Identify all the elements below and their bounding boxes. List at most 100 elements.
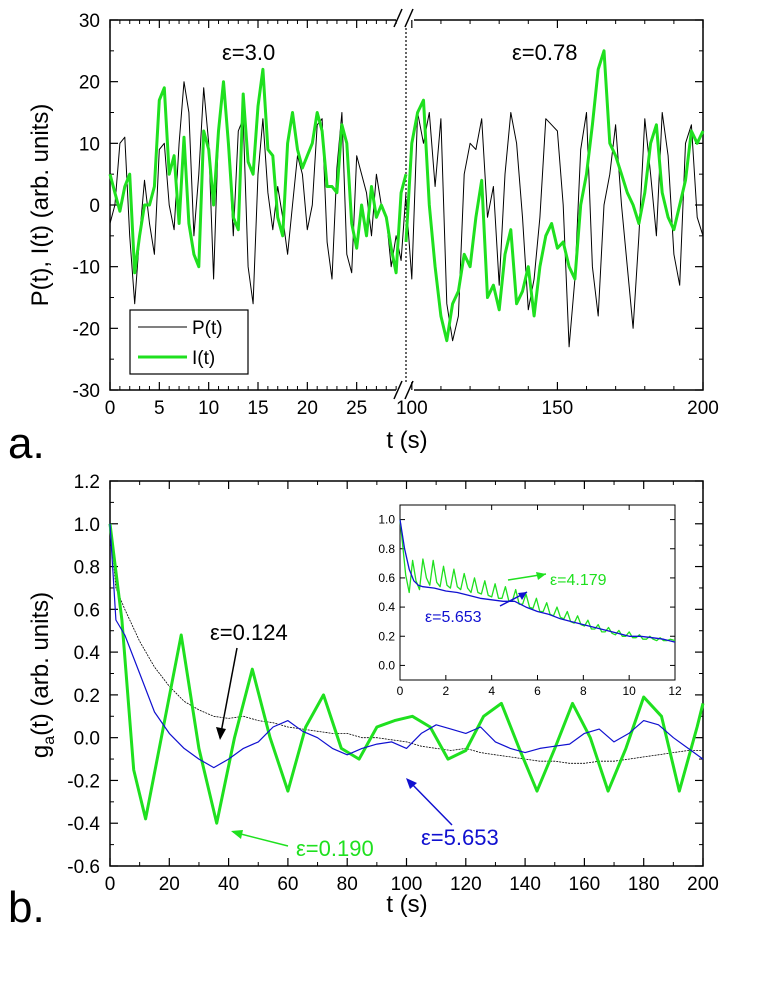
panel-b-x-label: t (s) — [386, 891, 427, 918]
x-tick-label: 200 — [687, 874, 719, 895]
inset-series-line-eps-5.653 — [399, 519, 676, 643]
x-tick-label: 5 — [154, 398, 165, 419]
annotation-0124: ε=0.124 — [210, 620, 288, 645]
inset-y-tick-label: 0.8 — [378, 542, 395, 556]
inset-x-tick-label: 4 — [488, 684, 495, 698]
arrowhead-5653 — [406, 778, 417, 789]
y-tick-label: 1.2 — [74, 472, 100, 493]
x-tick-label: 25 — [346, 398, 367, 419]
y-tick-label: -0.4 — [67, 814, 100, 835]
axis-break-bottom-mark — [393, 380, 403, 400]
panel-a-series — [108, 49, 705, 348]
inset-frame — [399, 504, 676, 681]
series-line-eps-5.653 — [109, 523, 704, 769]
y-tick-label: 20 — [79, 73, 100, 94]
y-tick-label: -30 — [73, 381, 100, 402]
inset-ticks: 1.0 0.8 0.6 0.4 0.2 0.00 2 4 6 8 10 12 — [378, 505, 682, 698]
series-line-pt-right — [405, 112, 704, 348]
series-line-it-left — [108, 67, 408, 275]
inset-arrowhead-5653 — [518, 592, 527, 600]
x-tick-label: 10 — [198, 398, 219, 419]
panel-b-y-label: ga(t) (arb. units) — [27, 592, 58, 758]
legend-label-i: I(t) — [192, 348, 215, 369]
x-tick-label: 150 — [542, 398, 574, 419]
x-tick-label: 20 — [297, 398, 318, 419]
inset-x-tick-label: 10 — [622, 684, 636, 698]
x-tick-label: 180 — [628, 874, 660, 895]
y-tick-label: 0.4 — [74, 643, 101, 664]
annotation-5653: ε=5.653 — [421, 825, 499, 850]
axis-break-bottom-mask — [396, 382, 414, 400]
arrowhead-0190 — [231, 830, 243, 839]
y-tick-label: 30 — [79, 11, 100, 32]
inset-y-tick-label: 0.6 — [378, 571, 395, 585]
x-tick-label: 20 — [159, 874, 180, 895]
inset-y-tick-label: 1.0 — [378, 513, 395, 527]
inset-x-tick-label: 0 — [397, 684, 404, 698]
panel-b-ticks: 1.21.00.80.60.40.20.0-0.2-0.4-0.60 20 40 60… — [67, 472, 719, 895]
inset-y-tick-label: 0.2 — [378, 629, 395, 643]
segment-label-right: ε=0.78 — [512, 40, 577, 65]
inset-annotation-5653: ε=5.653 — [425, 609, 482, 626]
segment-label-left: ε=3.0 — [222, 40, 275, 65]
inset: 1.0 0.8 0.6 0.4 0.2 0.00 2 4 6 8 10 12 ε=4.179 ε=5.… — [378, 504, 682, 698]
x-tick-label: 0 — [105, 874, 116, 895]
x-tick-label: 120 — [450, 874, 482, 895]
inset-series-line-eps-4.179 — [399, 519, 676, 642]
axis-break-top-mask — [396, 10, 414, 28]
x-tick-label: 15 — [247, 398, 268, 419]
inset-y-tick-label: 0.0 — [378, 658, 395, 672]
arrow-0124 — [219, 647, 238, 739]
x-tick-label: 160 — [569, 874, 601, 895]
y-tick-label: 0.2 — [74, 686, 100, 707]
y-tick-label: -20 — [73, 319, 100, 340]
panel-b: 1.21.00.80.60.40.20.0-0.2-0.4-0.60 20 40 60… — [8, 472, 719, 932]
panel-b-series — [108, 523, 705, 825]
axis-break-top-mark — [404, 8, 414, 28]
y-tick-label: 0.0 — [74, 729, 100, 750]
axis-break-top-mark — [393, 8, 403, 28]
panel-a-letter: a. — [8, 419, 45, 468]
x-tick-label: 200 — [687, 398, 719, 419]
arrow-0190 — [232, 831, 289, 847]
inset-x-tick-label: 2 — [442, 684, 449, 698]
panel-b-letter: b. — [8, 883, 45, 932]
panel-a-y-label: P(t), I(t) (arb. units) — [27, 104, 54, 307]
series-line-eps-0.124 — [109, 523, 703, 764]
y-tick-label: 10 — [79, 134, 100, 155]
inset-x-tick-label: 6 — [534, 684, 541, 698]
y-tick-label: 0.8 — [74, 558, 100, 579]
x-tick-label: 80 — [337, 874, 358, 895]
inset-series — [399, 519, 676, 643]
arrow-5653 — [407, 779, 453, 826]
legend-label-p: P(t) — [192, 318, 223, 339]
x-tick-label: 40 — [218, 874, 239, 895]
series-line-pt-left — [109, 81, 407, 305]
y-tick-label: -0.2 — [67, 771, 100, 792]
inset-arrowhead-4179 — [536, 572, 546, 580]
series-line-it-right — [404, 49, 705, 343]
inset-x-tick-label: 12 — [668, 684, 682, 698]
x-tick-label: 0 — [105, 398, 116, 419]
y-tick-label: 0.6 — [74, 600, 100, 621]
annotation-0190: ε=0.190 — [296, 836, 374, 861]
inset-x-tick-label: 8 — [580, 684, 587, 698]
arrowhead-0124 — [216, 727, 226, 740]
legend-box — [129, 309, 249, 375]
inset-annotation-4179: ε=4.179 — [550, 572, 607, 589]
y-tick-label: -10 — [73, 258, 100, 279]
x-tick-label: 60 — [277, 874, 298, 895]
panel-a-x-label: t (s) — [386, 427, 427, 454]
legend: P(t) I(t) — [129, 309, 249, 375]
series-line-eps-0.190 — [108, 523, 705, 825]
inset-y-tick-label: 0.4 — [378, 600, 395, 614]
y-tick-label: 0 — [89, 196, 100, 217]
y-tick-label: 1.0 — [74, 515, 100, 536]
x-tick-label: 140 — [509, 874, 541, 895]
y-tick-label: -0.6 — [67, 857, 100, 878]
x-tick-label: 100 — [396, 398, 428, 419]
x-tick-label: 100 — [391, 874, 423, 895]
